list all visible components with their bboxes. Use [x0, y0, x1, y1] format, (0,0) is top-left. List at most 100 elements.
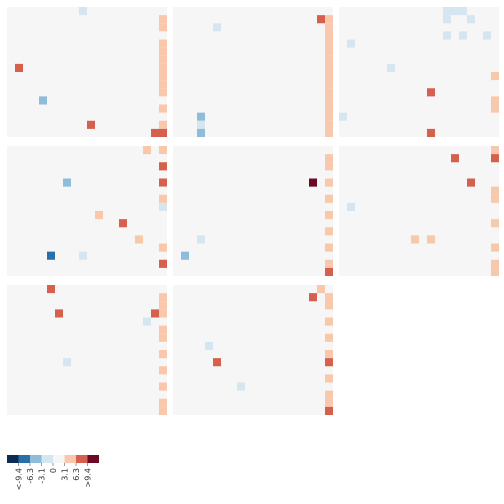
heatmap-cell [483, 154, 491, 162]
heatmap-cell [39, 15, 47, 23]
heatmap-cell [15, 268, 23, 276]
heatmap-cell [119, 219, 127, 227]
heatmap-cell [325, 260, 333, 268]
heatmap-cell [325, 227, 333, 235]
legend-tick-label: -6.3 [26, 468, 35, 484]
heatmap-cell [71, 170, 79, 178]
heatmap-cell [159, 293, 167, 301]
heatmap-cell [159, 383, 167, 391]
heatmap-cell [419, 40, 427, 48]
heatmap-cell [483, 48, 491, 56]
heatmap-cell [103, 268, 111, 276]
legend-swatch [88, 455, 100, 463]
heatmap-cell [325, 268, 333, 276]
heatmap-cell [325, 129, 333, 137]
heatmap-cell [427, 235, 435, 243]
heatmap-cell [31, 342, 39, 350]
heatmap-cell [213, 23, 221, 31]
legend-swatch [19, 455, 31, 463]
heatmap-cell [253, 7, 261, 15]
legend-swatch [65, 455, 77, 463]
heatmap-cell [197, 129, 205, 137]
heatmap-cell [427, 88, 435, 96]
heatmap-cell [443, 227, 451, 235]
heatmap-cell [451, 7, 459, 15]
heatmap-cell [237, 366, 245, 374]
heatmap-cell [159, 88, 167, 96]
heatmap-cell [181, 252, 189, 260]
heatmap-cell [197, 235, 205, 243]
heatmap-cell [111, 129, 119, 137]
heatmap-panel-4 [7, 146, 167, 276]
heatmap-cell [491, 244, 499, 252]
heatmap-cell [87, 56, 95, 64]
heatmap-cell [261, 187, 269, 195]
heatmap-cell [159, 366, 167, 374]
heatmap-cell [159, 48, 167, 56]
heatmap-cell [63, 358, 71, 366]
heatmap-cell [387, 64, 395, 72]
heatmap-cell [159, 187, 167, 195]
heatmap-cell [325, 334, 333, 342]
heatmap-cell [63, 179, 71, 187]
heatmap-cell [159, 244, 167, 252]
heatmap-cell [355, 113, 363, 121]
heatmap-cell [47, 227, 55, 235]
heatmap-cell [277, 219, 285, 227]
heatmap-panel-1 [7, 7, 167, 137]
heatmap-cell [285, 170, 293, 178]
heatmap-cell [79, 252, 87, 260]
heatmap-cell [159, 203, 167, 211]
legend-swatch [42, 455, 54, 463]
heatmap-cell [427, 129, 435, 137]
heatmap-cell [189, 23, 197, 31]
panel-background [173, 285, 333, 415]
heatmap-cell [395, 15, 403, 23]
legend-tick-label: 0 [49, 468, 58, 473]
heatmap-cell [325, 72, 333, 80]
heatmap-cell [325, 48, 333, 56]
heatmap-cell [31, 40, 39, 48]
heatmap-cell [143, 96, 151, 104]
heatmap-cell [79, 7, 87, 15]
heatmap-cell [355, 252, 363, 260]
heatmap-cell [143, 146, 151, 154]
legend-swatch [76, 455, 88, 463]
heatmap-cell [443, 15, 451, 23]
heatmap-cell [159, 154, 167, 162]
heatmap-cell [419, 170, 427, 178]
heatmap-cell [293, 113, 301, 121]
heatmap-cell [325, 96, 333, 104]
heatmap-cell [325, 64, 333, 72]
heatmap-cell [159, 399, 167, 407]
heatmap-cell [87, 121, 95, 129]
heatmap-cell [159, 40, 167, 48]
heatmap-cell [325, 374, 333, 382]
heatmap-cell [261, 56, 269, 64]
heatmap-cell [197, 7, 205, 15]
heatmap-panel-3 [339, 7, 499, 137]
heatmap-cell [197, 113, 205, 121]
heatmap-cell [325, 195, 333, 203]
heatmap-cell [301, 309, 309, 317]
heatmap-cell [325, 358, 333, 366]
colorscale-legend: <-9.4 -6.3 -3.1 0 3.1 6.3 >9.4 [7, 455, 99, 490]
heatmap-panel-5 [173, 146, 333, 276]
legend-tick-label: 6.3 [72, 468, 81, 481]
heatmap-cell [159, 15, 167, 23]
heatmap-cell [491, 72, 499, 80]
heatmap-cell [119, 113, 127, 121]
heatmap-cell [347, 40, 355, 48]
heatmap-cell [159, 350, 167, 358]
heatmap-cell [159, 31, 167, 39]
heatmap-cell [197, 88, 205, 96]
heatmap-cell [277, 31, 285, 39]
heatmap-cell [31, 113, 39, 121]
heatmap-cell [317, 15, 325, 23]
heatmap-cell [159, 334, 167, 342]
heatmap-cell [143, 318, 151, 326]
heatmap-cell [205, 146, 213, 154]
heatmap-cell [379, 121, 387, 129]
legend-tick-label: 3.1 [61, 468, 70, 481]
